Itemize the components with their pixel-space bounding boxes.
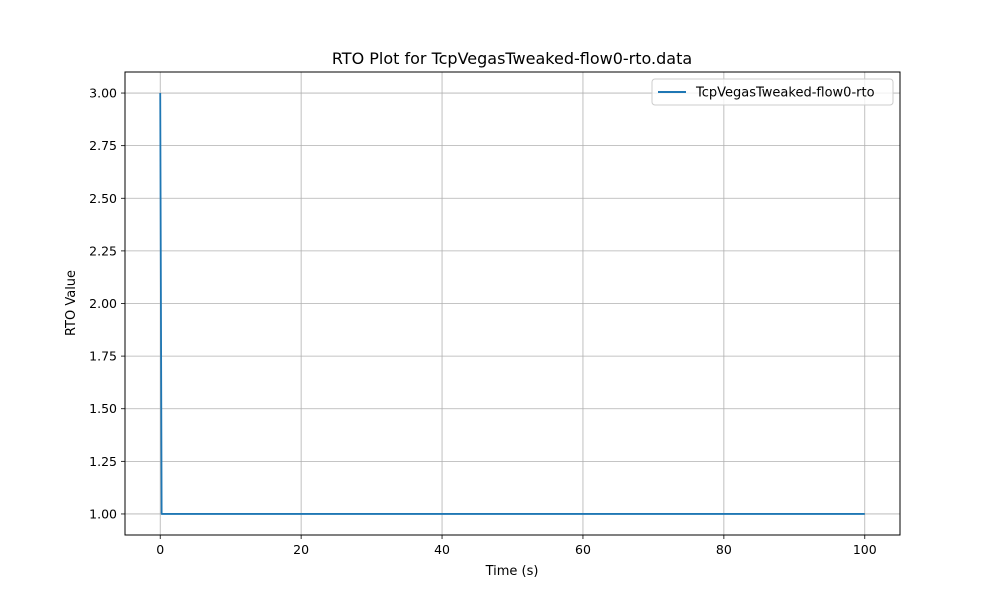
x-tick-label: 100 [853, 542, 877, 557]
series-line [159, 93, 865, 515]
x-axis-ticks: 0 20 40 60 80 100 [156, 535, 877, 557]
legend-label: TcpVegasTweaked-flow0-rto [695, 86, 875, 101]
chart-title: RTO Plot for TcpVegasTweaked-flow0-rto.d… [332, 49, 692, 68]
x-tick-label: 80 [716, 542, 732, 557]
legend-box [651, 78, 894, 106]
y-tick-label: 1.50 [89, 401, 117, 416]
y-tick-label: 1.75 [89, 349, 117, 364]
x-tick-label: 40 [434, 542, 450, 557]
x-axis-label: Time (s) [485, 564, 539, 579]
y-tick-label: 2.25 [89, 243, 117, 258]
grid-lines [125, 72, 900, 535]
x-tick-label: 20 [293, 542, 309, 557]
x-tick-label: 0 [156, 542, 164, 557]
y-tick-label: 1.00 [89, 506, 117, 521]
y-axis-ticks: 1.00 1.25 1.50 1.75 2.00 2.25 2.50 2.75 3.00 [89, 86, 125, 521]
legend: TcpVegasTweaked-flow0-rto [651, 78, 894, 106]
y-tick-label: 2.75 [89, 138, 117, 153]
y-tick-label: 3.00 [89, 86, 117, 101]
y-tick-label: 2.00 [89, 296, 117, 311]
x-tick-label: 60 [575, 542, 591, 557]
y-tick-label: 1.25 [89, 454, 117, 469]
y-axis-label: RTO Value [64, 270, 79, 336]
y-tick-label: 2.50 [89, 191, 117, 206]
series-layer [159, 93, 865, 515]
